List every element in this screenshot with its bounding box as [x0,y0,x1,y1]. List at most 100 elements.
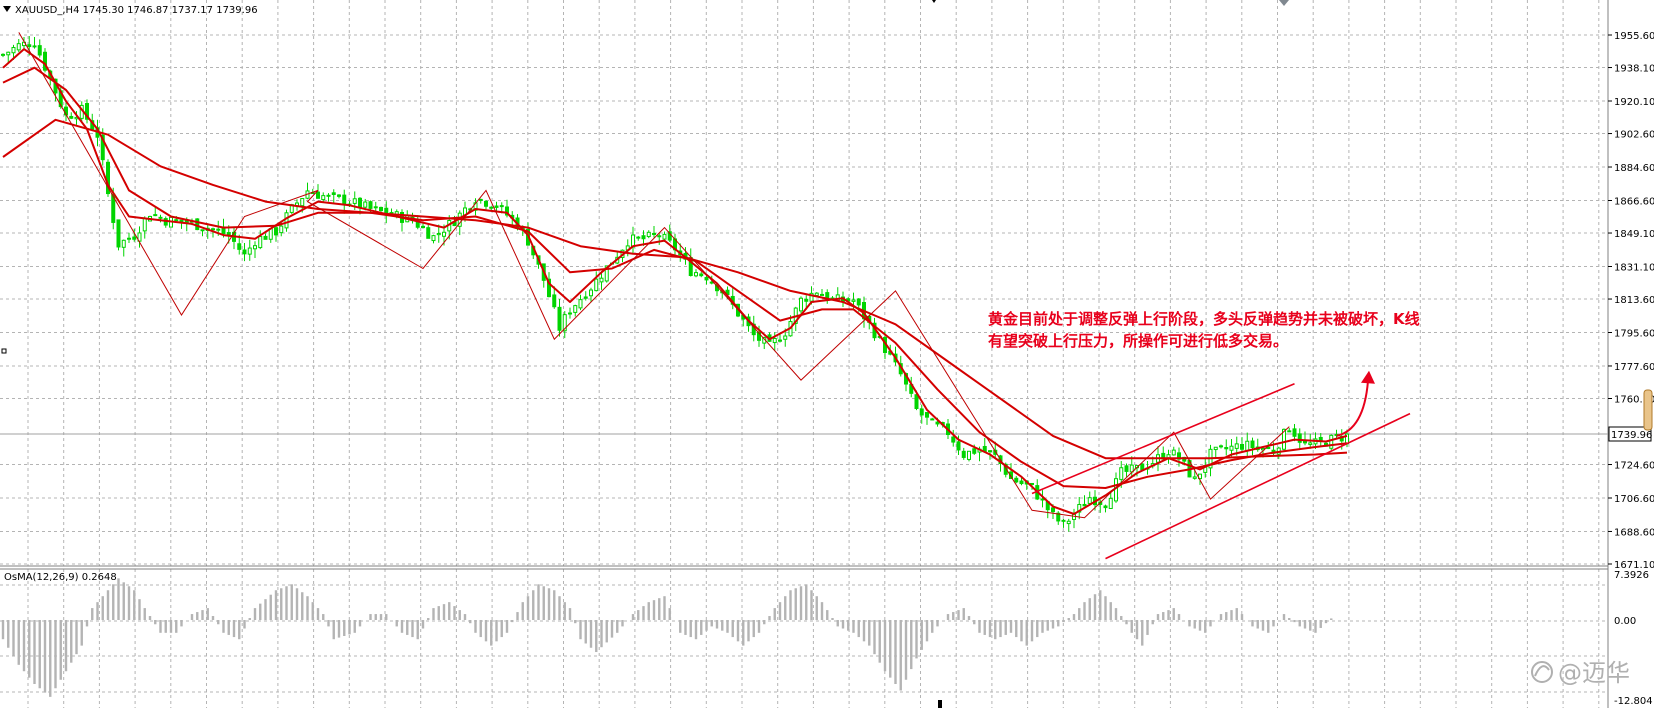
candle-body-down [657,235,662,238]
candle [573,304,578,317]
candle [337,194,341,199]
candle-body-up [589,289,593,297]
candle-body-up [431,235,436,242]
candle [547,272,551,298]
candle [1061,519,1066,528]
candle-body-down [930,418,935,421]
candle-body-up [1308,442,1313,445]
candle [326,193,331,202]
candle-body-down [1103,505,1108,509]
analysis-annotation-line1: 黄金目前处于调整反弹上行阶段，多头反弹趋势并未被破坏，K线 [988,310,1420,328]
ma-fast-line [2,48,1348,515]
candle-body-down [27,44,32,48]
candle-body-up [253,245,257,250]
candle [951,429,956,447]
candle-body-down [972,448,977,454]
candle-body-up [1287,430,1292,433]
candle-body-down [1082,503,1087,507]
price-tick-label: 1813.60 [1614,295,1654,306]
current-price-box [1608,426,1652,442]
price-scale-drag-handle[interactable] [1643,389,1653,431]
candle [1213,446,1218,458]
candle [699,271,704,278]
candle [799,296,803,317]
candle [484,200,488,210]
candle [32,37,37,49]
price-tick-label: 1760.10 [1614,395,1654,406]
symbol-header: XAUUSD_,H4 1745.30 1746.87 1737.17 1739.… [15,5,258,16]
candle [505,199,509,218]
candle [127,232,131,244]
candle-body-down [1056,512,1061,522]
watermark-logo-swirl-icon [1534,665,1550,677]
candle [373,201,378,212]
candle [1056,511,1061,525]
candle-body-down [337,194,341,197]
candle-body-down [85,103,89,120]
symbol-dropdown-icon[interactable] [3,6,11,12]
candle-body-down [69,115,74,119]
candle-body-down [1124,465,1129,472]
watermark-text: @迈华 [1558,659,1630,687]
candle-body-up [436,233,441,236]
candle-body-up [258,236,263,249]
candle-body-down [914,394,919,409]
candle-body-up [604,265,609,282]
candle [1087,491,1092,505]
candle-body-down [652,232,656,235]
candle-body-down [132,236,137,240]
candle-body-down [699,273,704,277]
candle [594,271,599,292]
candle [436,224,441,243]
candle [589,287,593,303]
candle [121,239,126,257]
candle [1066,518,1071,532]
left-edge-marker-icon [1,348,7,354]
watermark: @迈华 [1531,659,1630,687]
candle [820,288,824,296]
price-tick-label: 1671.10 [1614,560,1654,571]
candle-body-down [583,296,588,299]
candle-body-up [247,247,252,255]
candle-body-down [316,191,320,199]
candle [1329,434,1334,451]
candle [100,128,105,166]
candle-body-down [1019,480,1024,485]
candle-body-down [153,214,158,217]
candle-body-down [993,449,998,455]
price-tick-label: 1849.10 [1614,229,1654,240]
candle-body-up [442,231,446,237]
moving-average-lines [2,48,1348,515]
osma-tick-label: 7.3926 [1614,570,1649,581]
candle [1287,427,1292,433]
candle-body-down [704,277,709,281]
candle-body-up [363,201,368,208]
candle-body-up [636,236,641,239]
candle-body-up [578,299,583,309]
candle-body-up [284,212,289,229]
candle [652,226,656,238]
channel-upper-trendline [1031,383,1295,495]
candle-body-down [1040,498,1045,501]
candle-body-down [1051,507,1055,513]
channel-lower-trendline [1105,412,1411,560]
candle-body-down [358,197,362,209]
candle [1040,490,1045,508]
candle-body-down [641,235,646,240]
candle [694,269,698,278]
candle-body-down [426,227,431,239]
candle [557,298,562,337]
candle-body-down [820,293,824,296]
candle-body-up [646,231,651,238]
candle-body-up [783,335,788,340]
candle-body-down [804,298,809,302]
candle [316,184,320,199]
candle [1103,504,1108,513]
candle-body-down [37,45,42,56]
candle [200,229,205,237]
candle-body-down [237,243,242,250]
candle-body-up [352,198,357,204]
chart-shift-marker-icon[interactable] [1279,0,1289,6]
candle [641,230,646,246]
